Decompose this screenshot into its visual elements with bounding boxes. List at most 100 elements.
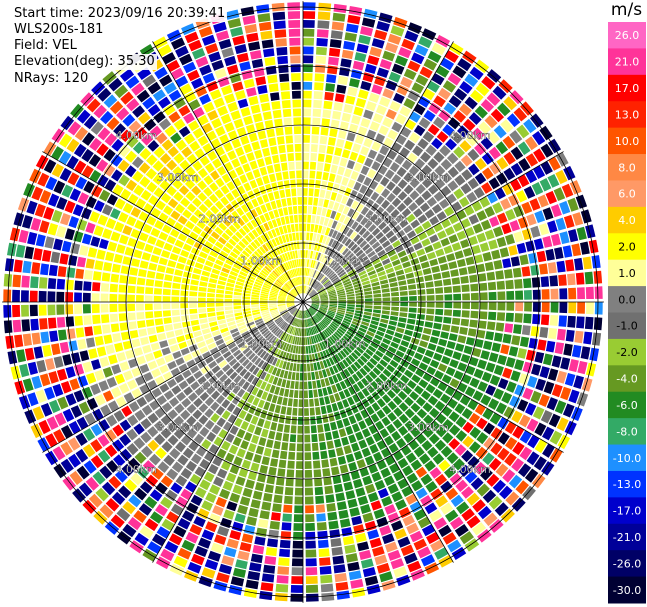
velocity-cell	[390, 341, 399, 349]
velocity-cell	[322, 279, 330, 286]
velocity-cell	[393, 264, 403, 271]
velocity-cell	[83, 281, 92, 291]
velocity-cell	[334, 573, 348, 583]
velocity-cell	[383, 262, 393, 270]
velocity-cell	[180, 409, 191, 421]
velocity-cell	[186, 375, 196, 385]
velocity-cell	[214, 68, 227, 79]
velocity-cell	[345, 95, 356, 105]
velocity-cell	[331, 384, 338, 394]
velocity-cell	[264, 363, 271, 372]
velocity-cell	[227, 381, 237, 391]
velocity-cell	[283, 333, 289, 342]
velocity-cell	[271, 229, 277, 238]
velocity-cell	[459, 140, 472, 153]
velocity-cell	[361, 398, 370, 408]
velocity-cell	[304, 310, 306, 319]
elevation-label: Elevation(deg): 35.30	[12, 54, 157, 70]
velocity-cell	[182, 243, 192, 252]
velocity-cell	[304, 487, 314, 496]
velocity-cell	[260, 409, 268, 419]
velocity-cell	[306, 277, 310, 285]
velocity-cell	[351, 200, 359, 210]
velocity-cell	[263, 330, 271, 337]
velocity-cell	[540, 161, 553, 175]
velocity-cell	[335, 267, 343, 274]
velocity-cell	[313, 281, 319, 289]
velocity-cell	[281, 311, 289, 317]
velocity-cell	[397, 478, 409, 490]
velocity-cell	[170, 367, 181, 377]
velocity-cell	[277, 340, 283, 349]
velocity-cell	[418, 231, 428, 241]
velocity-cell	[21, 304, 29, 317]
velocity-cell	[261, 391, 269, 400]
velocity-cell	[363, 109, 374, 120]
velocity-cell	[450, 269, 459, 277]
velocity-cell	[213, 21, 227, 33]
velocity-cell	[240, 135, 250, 145]
velocity-cell	[313, 197, 319, 206]
velocity-cell	[268, 173, 276, 183]
velocity-cell	[247, 190, 256, 200]
velocity-cell	[271, 286, 280, 292]
velocity-cell	[367, 492, 379, 503]
velocity-cell	[196, 256, 206, 264]
velocity-cell	[160, 548, 175, 562]
velocity-cell	[385, 455, 396, 466]
velocity-cell	[217, 468, 228, 479]
velocity-cell	[440, 480, 453, 493]
velocity-cell	[341, 176, 349, 186]
velocity-cell	[580, 346, 591, 360]
velocity-cell	[420, 473, 433, 486]
velocity-cell	[280, 91, 291, 100]
velocity-cell	[269, 305, 277, 308]
velocity-cell	[362, 512, 374, 523]
velocity-cell	[83, 180, 95, 194]
velocity-cell	[165, 267, 175, 275]
velocity-cell	[351, 587, 366, 598]
velocity-cell	[388, 277, 397, 283]
velocity-cell	[69, 188, 81, 202]
velocity-cell	[48, 371, 59, 384]
velocity-cell	[400, 255, 409, 263]
velocity-cell	[362, 243, 371, 252]
velocity-cell	[229, 371, 238, 380]
velocity-cell	[292, 308, 298, 316]
velocity-cell	[410, 427, 421, 438]
velocity-cell	[266, 475, 276, 485]
velocity-cell	[476, 210, 487, 221]
velocity-cell	[274, 282, 282, 288]
velocity-cell	[145, 168, 157, 180]
velocity-cell	[303, 2, 316, 11]
velocity-cell	[526, 213, 537, 226]
velocity-cell	[289, 46, 301, 55]
velocity-cell	[526, 418, 539, 432]
velocity-cell	[53, 356, 64, 369]
velocity-cell	[285, 262, 290, 270]
velocity-cell	[269, 293, 278, 297]
velocity-cell	[594, 286, 603, 299]
velocity-cell	[483, 512, 498, 527]
velocity-cell	[287, 304, 295, 308]
velocity-cell	[240, 107, 251, 117]
velocity-cell	[466, 191, 478, 203]
velocity-cell	[212, 456, 223, 467]
velocity-cell	[338, 303, 346, 307]
velocity-cell	[432, 241, 442, 250]
velocity-cell	[305, 286, 308, 294]
velocity-cell	[279, 331, 286, 340]
velocity-cell	[189, 285, 198, 291]
velocity-cell	[293, 126, 302, 135]
velocity-cell	[88, 154, 101, 167]
velocity-cell	[305, 319, 307, 328]
velocity-cell	[186, 359, 196, 368]
velocity-cell	[178, 341, 188, 350]
velocity-cell	[247, 324, 256, 330]
velocity-cell	[276, 329, 283, 337]
velocity-cell	[306, 223, 311, 232]
velocity-cell	[366, 384, 375, 394]
velocity-cell	[325, 209, 332, 218]
velocity-cell	[304, 276, 307, 285]
velocity-cell	[533, 238, 544, 250]
